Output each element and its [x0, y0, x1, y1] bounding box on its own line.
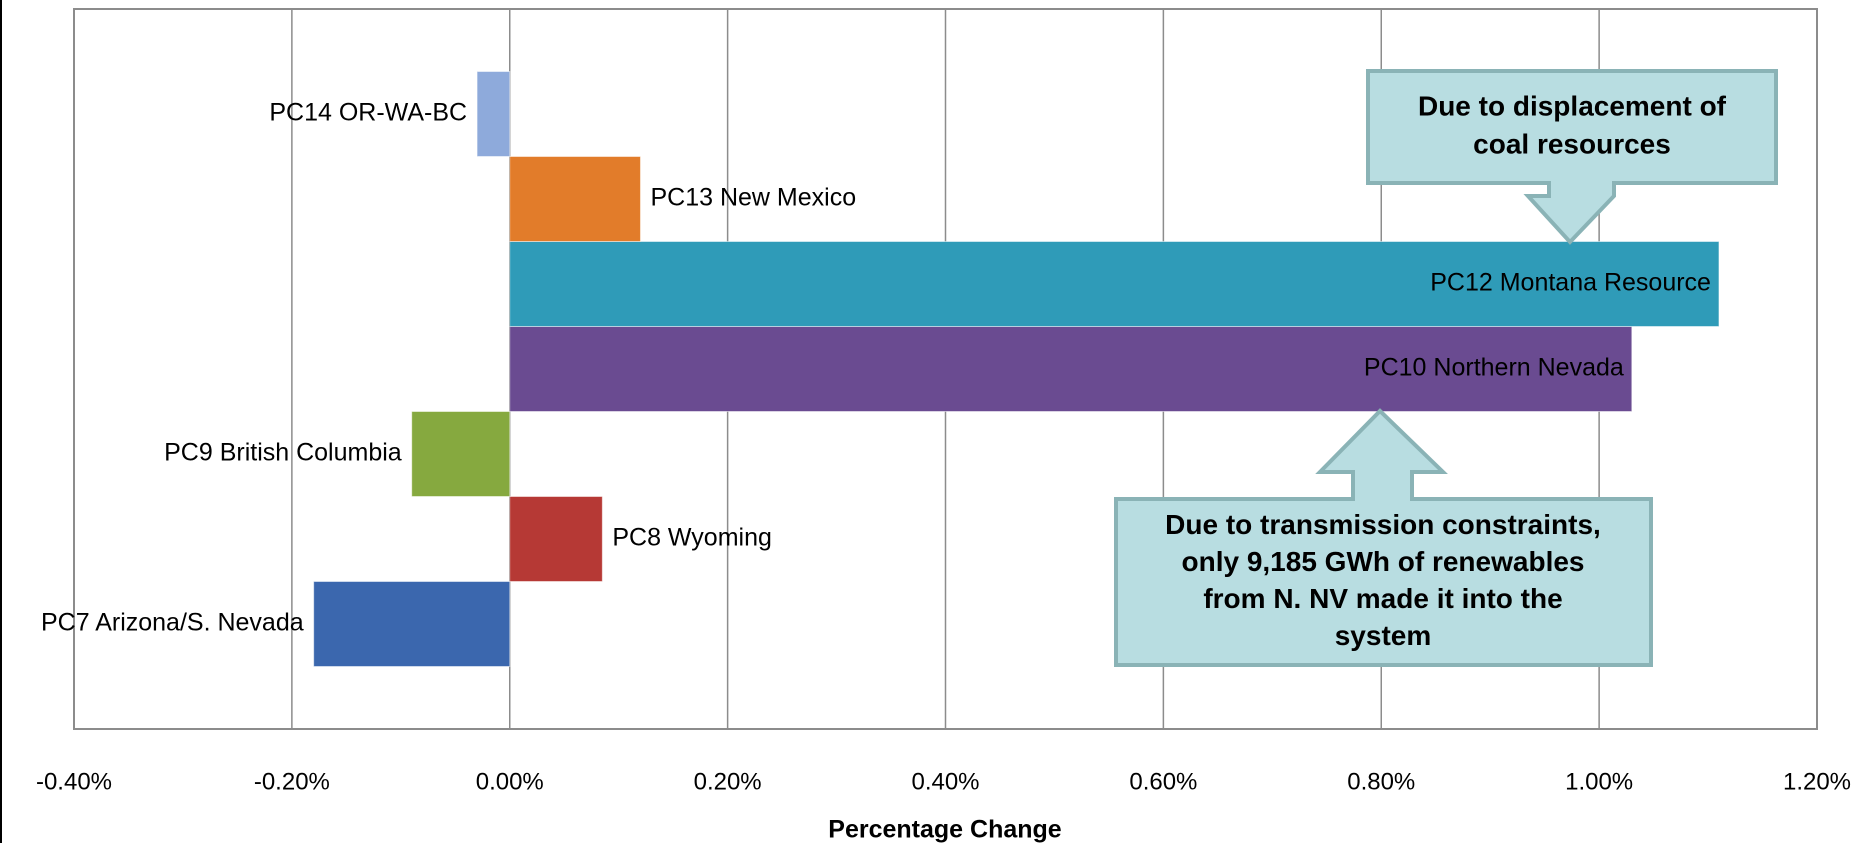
callout-shape — [1366, 69, 1778, 245]
bar-label: PC10 Northern Nevada — [1364, 354, 1624, 382]
bar-label: PC12 Montana Resource — [1430, 269, 1711, 297]
annotation-text: only 9,185 GWh of renewables — [1181, 546, 1584, 577]
annotation-text: from N. NV made it into the — [1203, 583, 1562, 614]
bar — [509, 496, 603, 582]
x-tick-label: 1.00% — [1565, 768, 1633, 795]
x-tick-label: 0.40% — [911, 768, 979, 795]
bar — [509, 241, 1720, 327]
plot-border — [73, 8, 1818, 730]
x-tick-label: -0.20% — [254, 768, 330, 795]
bar-label: PC9 British Columbia — [164, 439, 402, 467]
callout: Due to displacement of coal resources — [1366, 69, 1778, 245]
callout: Due to transmission constraints, only 9,1… — [1114, 408, 1653, 667]
x-tick-label: -0.40% — [36, 768, 112, 795]
bar-label: PC14 OR-WA-BC — [269, 99, 467, 127]
bar-label: PC8 Wyoming — [612, 524, 772, 552]
bar-label: PC7 Arizona/S. Nevada — [41, 609, 304, 637]
x-tick-label: 0.20% — [694, 768, 762, 795]
bar-label: PC13 New Mexico — [650, 184, 856, 212]
bar — [509, 156, 641, 242]
bar — [476, 71, 511, 157]
bar — [313, 581, 511, 667]
x-tick-label: 0.60% — [1129, 768, 1197, 795]
annotation-text: Due to transmission constraints, — [1165, 509, 1601, 540]
annotation-text: Due to displacement of — [1418, 90, 1727, 121]
bar — [411, 411, 511, 497]
x-tick-label: 0.80% — [1347, 768, 1415, 795]
callout-shape — [1114, 408, 1653, 667]
annotation-text: coal resources — [1473, 128, 1671, 159]
x-tick-label: 0.00% — [476, 768, 544, 795]
annotation-text: system — [1335, 620, 1432, 651]
x-axis-title: Percentage Change — [828, 816, 1062, 843]
bar — [509, 326, 1633, 412]
x-tick-label: 1.20% — [1783, 768, 1851, 795]
